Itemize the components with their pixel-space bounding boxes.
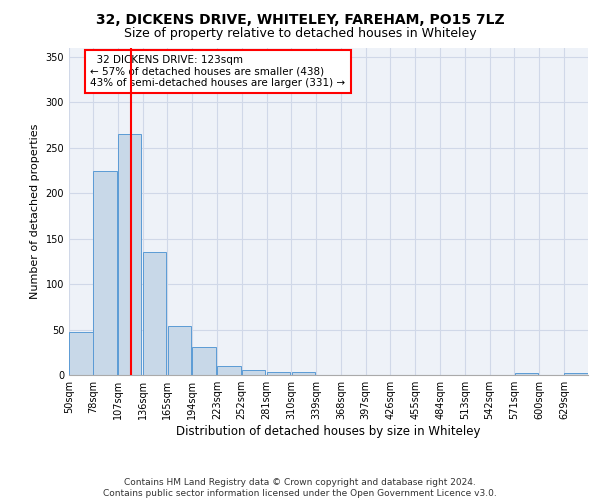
Bar: [515, 373, 538, 375]
Text: 32, DICKENS DRIVE, WHITELEY, FAREHAM, PO15 7LZ: 32, DICKENS DRIVE, WHITELEY, FAREHAM, PO…: [95, 12, 505, 26]
Bar: [292, 372, 315, 375]
Bar: [267, 372, 290, 375]
Bar: [564, 373, 588, 375]
Bar: [93, 171, 116, 375]
Bar: [217, 366, 241, 375]
Bar: [69, 332, 93, 375]
Bar: [242, 370, 265, 375]
Bar: [167, 326, 191, 375]
Bar: [143, 252, 166, 375]
Bar: [118, 134, 142, 375]
Y-axis label: Number of detached properties: Number of detached properties: [30, 124, 40, 299]
X-axis label: Distribution of detached houses by size in Whiteley: Distribution of detached houses by size …: [176, 425, 481, 438]
Text: Size of property relative to detached houses in Whiteley: Size of property relative to detached ho…: [124, 28, 476, 40]
Text: Contains HM Land Registry data © Crown copyright and database right 2024.
Contai: Contains HM Land Registry data © Crown c…: [103, 478, 497, 498]
Text: 32 DICKENS DRIVE: 123sqm
← 57% of detached houses are smaller (438)
43% of semi-: 32 DICKENS DRIVE: 123sqm ← 57% of detach…: [91, 55, 346, 88]
Bar: [193, 347, 216, 375]
